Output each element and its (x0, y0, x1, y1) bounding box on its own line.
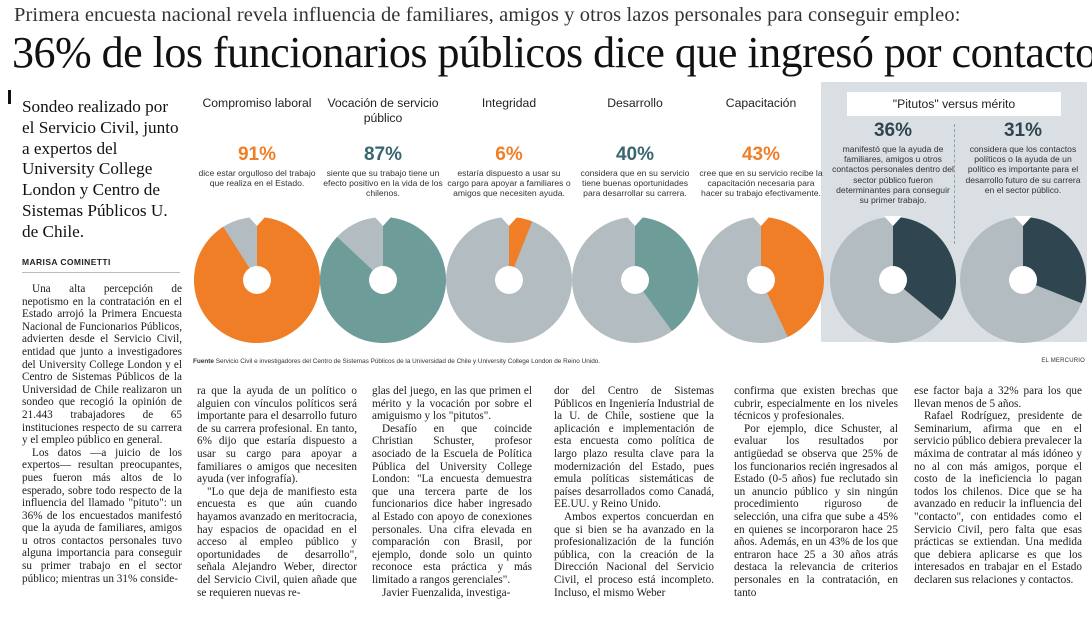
stat-value: 87% (363, 144, 403, 165)
article-column-6: ese factor baja a 32% para los que lleva… (914, 385, 1082, 587)
source-label: Fuente (193, 358, 214, 365)
stat-value: 91% (237, 144, 277, 165)
lede-marker (8, 90, 11, 104)
paragraph: dor del Centro de Sistemas Públicos en I… (554, 385, 714, 511)
stat-panel: Vocación de servicio público 87% siente … (319, 82, 447, 343)
pointer-notch (248, 216, 266, 226)
stat-title: Integridad (481, 96, 537, 110)
stat-value: 43% (741, 144, 781, 165)
paragraph: Rafael Rodríguez, presidente de Seminari… (914, 410, 1082, 586)
paragraph: confirma que existen brechas que cubrir,… (734, 385, 898, 423)
paragraph: Por ejemplo, dice Schuster, al evaluar l… (734, 422, 898, 599)
pie-slice-highlight (1023, 217, 1087, 304)
pointer-notch (500, 216, 518, 226)
article-column-1: Una alta percepción de nepotismo en la c… (22, 283, 182, 585)
paragraph: Los datos —a juicio de los expertos— res… (22, 446, 182, 585)
lede: Sondeo realizado por el Servicio Civil, … (22, 97, 179, 241)
stat-value: 40% (615, 144, 655, 165)
paragraph: Ambos expertos concuerdan en que si bien… (554, 510, 714, 599)
stat-title: Vocación de servicio público (327, 96, 439, 125)
donut-hole (369, 266, 397, 294)
donut-chart (830, 216, 956, 343)
donut-hole (495, 266, 523, 294)
paragraph: ese factor baja a 32% para los que lleva… (914, 385, 1082, 410)
paragraph: glas del juego, en las que primen el mér… (372, 385, 532, 423)
stat-panel: Integridad 6% estaría dispuesto a usar s… (445, 82, 573, 343)
article-column-4: dor del Centro de Sistemas Públicos en I… (554, 385, 714, 599)
headline: 36% de los funcionarios públicos dice qu… (12, 28, 1092, 77)
versus-value: 31% (1003, 120, 1043, 141)
pie-slice-highlight (635, 217, 699, 331)
pointer-notch (626, 216, 644, 226)
donut-chart (960, 216, 1087, 343)
donut-hole (243, 266, 271, 294)
donut-chart (698, 216, 824, 343)
versus-value: 36% (873, 120, 913, 141)
stat-description: dice estar orgulloso del trabajo que rea… (198, 168, 316, 189)
stat-value: 6% (495, 144, 523, 165)
donut-chart (194, 216, 321, 343)
donut-chart (572, 216, 699, 343)
donut-chart (446, 216, 572, 343)
pie-slice-highlight (761, 217, 824, 337)
donut-chart (319, 216, 446, 343)
versus-title: "Pitutos" versus mérito (847, 92, 1061, 116)
stat-description: cree que en su servicio recibe la capaci… (699, 168, 823, 199)
byline: MARISA COMINETTI (22, 257, 111, 267)
paragraph: ra que la ayuda de un político o alguien… (197, 385, 357, 486)
paragraph: Desafío en que coincide Christian Schust… (372, 422, 532, 586)
pie-slice-highlight (893, 217, 956, 321)
stat-description: considera que en su servicio tiene buena… (580, 168, 690, 199)
versus-description: manifestó que la ayuda de familiares, am… (832, 144, 954, 206)
pointer-notch (884, 216, 902, 226)
stat-title: Capacitación (725, 96, 797, 110)
stat-title: Compromiso laboral (202, 96, 312, 110)
paragraph: "Lo que deja de manifiesto esta encuesta… (197, 485, 357, 599)
article-column-2: ra que la ayuda de un político o alguien… (197, 385, 357, 599)
donut-hole (1009, 266, 1037, 294)
stat-description: estaría dispuesto a usar su cargo para a… (447, 168, 571, 199)
stat-panel: Compromiso laboral 91% dice estar orgull… (193, 82, 321, 343)
credit: EL MERCURIO (1041, 358, 1085, 364)
article-column-5: confirma que existen brechas que cubrir,… (734, 385, 898, 599)
paragraph: Javier Fuenzalida, investiga- (382, 586, 511, 599)
pie-slice-highlight (509, 217, 533, 280)
byline-rule (22, 272, 180, 273)
stat-title: Desarrollo (607, 96, 663, 110)
article-column-3: glas del juego, en las que primen el mér… (372, 385, 532, 599)
pointer-notch (1014, 216, 1032, 226)
source-line: Fuente Servicio Civil e investigadores d… (193, 358, 600, 365)
stat-description: siente que su trabajo tiene un efecto po… (323, 168, 443, 199)
versus-item: 36% manifestó que la ayuda de familiares… (829, 82, 957, 343)
infographic: "Pitutos" versus mérito Compromiso labor… (193, 82, 1089, 374)
pointer-notch (752, 216, 770, 226)
stat-panel: Capacitación 43% cree que en su servicio… (697, 82, 825, 343)
pointer-notch (374, 216, 392, 226)
versus-item: 31% considera que los contactos político… (959, 82, 1087, 343)
stat-panel: Desarrollo 40% considera que en su servi… (571, 82, 699, 343)
donut-hole (879, 266, 907, 294)
donut-hole (747, 266, 775, 294)
versus-divider (954, 124, 956, 244)
donut-hole (621, 266, 649, 294)
source-text: Servicio Civil e investigadores del Cent… (215, 358, 601, 365)
kicker: Primera encuesta nacional revela influen… (14, 4, 961, 26)
versus-description: considera que los contactos políticos o … (965, 144, 1081, 195)
paragraph: Una alta percepción de nepotismo en la c… (22, 283, 182, 447)
